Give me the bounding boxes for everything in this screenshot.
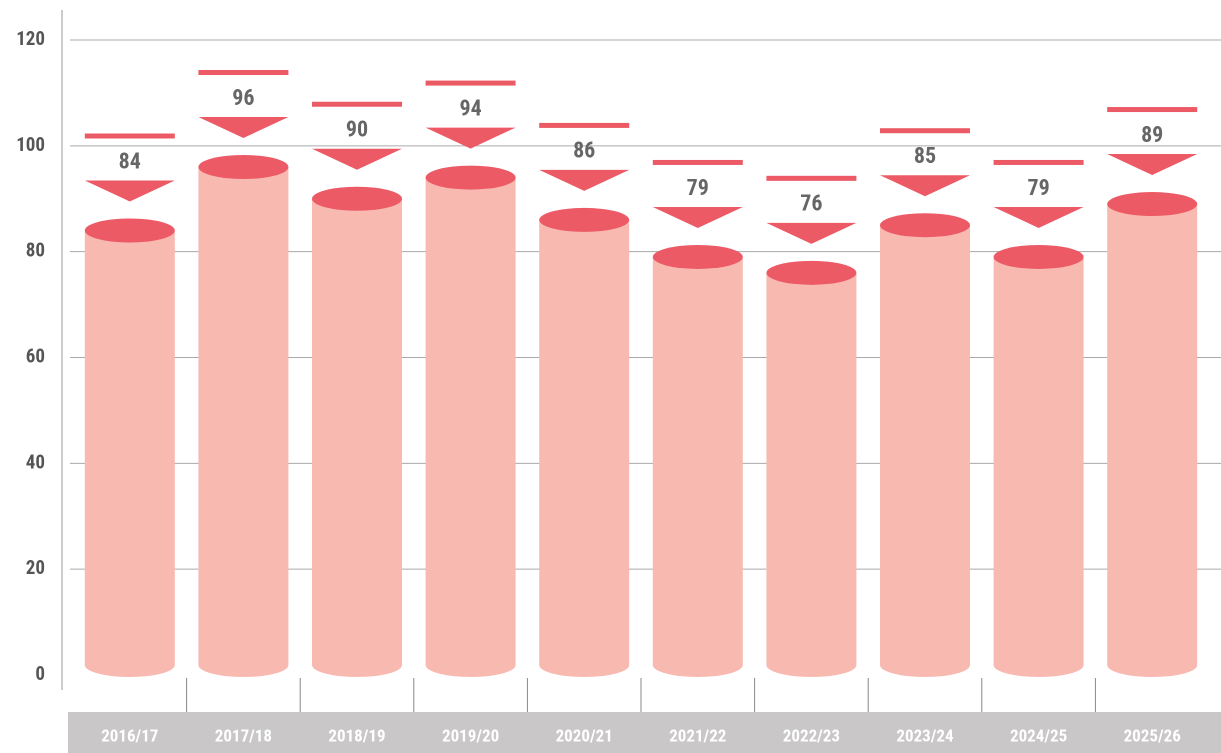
marker-triangle	[880, 175, 970, 197]
x-tick-label: 2021/22	[669, 726, 726, 746]
bar-body	[993, 256, 1084, 677]
marker-triangle	[652, 206, 743, 228]
data-label: 79	[1027, 176, 1049, 201]
x-tick-label: 2019/20	[442, 726, 499, 746]
data-label: 76	[800, 192, 822, 217]
marker-triangle	[993, 206, 1084, 228]
marker-dash	[652, 159, 743, 165]
bar-top	[539, 207, 630, 232]
y-tick-label: 80	[26, 239, 45, 262]
bar-top	[766, 260, 857, 285]
bar-body	[539, 219, 630, 677]
marker-dash	[198, 70, 289, 75]
x-tick-label: 2018/19	[328, 726, 385, 746]
bar-body	[880, 225, 970, 678]
bar-body	[312, 198, 402, 677]
data-label: 79	[687, 176, 709, 201]
marker-triangle	[198, 117, 289, 138]
bar-body	[766, 272, 857, 677]
marker-dash	[1107, 107, 1198, 113]
bar	[198, 155, 289, 677]
bar	[425, 165, 516, 678]
bar	[539, 207, 630, 677]
x-tick-label: 2022/23	[783, 726, 840, 746]
marker-triangle	[766, 222, 857, 244]
bar-body	[1107, 204, 1198, 677]
marker-triangle	[84, 180, 175, 202]
data-label: 89	[1141, 123, 1163, 148]
bar	[1107, 192, 1198, 677]
marker-dash	[766, 175, 857, 181]
bar-top	[880, 213, 970, 238]
bar-top	[993, 244, 1084, 269]
bar-top	[425, 165, 516, 190]
y-tick-label: 0	[35, 662, 45, 685]
data-label: 86	[573, 139, 595, 164]
category-strip	[68, 712, 1221, 753]
bar-top	[312, 186, 402, 211]
marker-dash	[312, 101, 402, 107]
bar-body	[198, 167, 289, 677]
bar-top	[1107, 192, 1198, 217]
x-tick-label: 2016/17	[101, 726, 158, 746]
marker-triangle	[539, 169, 630, 191]
bar-body	[425, 177, 516, 678]
marker-dash	[425, 80, 516, 86]
y-tick-label: 40	[26, 450, 45, 473]
bar-top	[84, 218, 175, 243]
marker-dash	[993, 159, 1084, 165]
bar	[84, 218, 175, 677]
bar-top	[652, 244, 743, 269]
x-tick-label: 2020/21	[556, 726, 613, 746]
bar-body	[652, 256, 743, 677]
y-tick-label: 20	[26, 556, 45, 579]
y-tick-label: 100	[16, 133, 45, 156]
y-tick-label: 120	[16, 27, 45, 50]
marker-triangle	[1107, 154, 1198, 176]
bar-body	[84, 230, 175, 677]
bar	[880, 213, 970, 678]
bar-top	[198, 155, 289, 179]
data-label: 94	[459, 96, 481, 121]
marker-triangle	[425, 127, 516, 149]
data-label: 85	[914, 144, 936, 169]
data-label: 84	[119, 149, 141, 174]
y-tick-label: 60	[26, 345, 45, 368]
marker-dash	[84, 133, 175, 139]
marker-dash	[539, 122, 630, 128]
x-tick-label: 2024/25	[1010, 726, 1067, 746]
marker-triangle	[312, 148, 402, 170]
x-tick-label: 2023/24	[896, 726, 954, 746]
x-tick-label: 2017/18	[215, 726, 272, 746]
bar	[312, 186, 402, 677]
x-tick-label: 2025/26	[1124, 726, 1181, 746]
data-label: 96	[232, 86, 254, 111]
data-label: 90	[346, 118, 368, 143]
marker-dash	[880, 128, 970, 134]
bar	[652, 244, 743, 677]
bar	[766, 260, 857, 677]
bar	[993, 244, 1084, 677]
